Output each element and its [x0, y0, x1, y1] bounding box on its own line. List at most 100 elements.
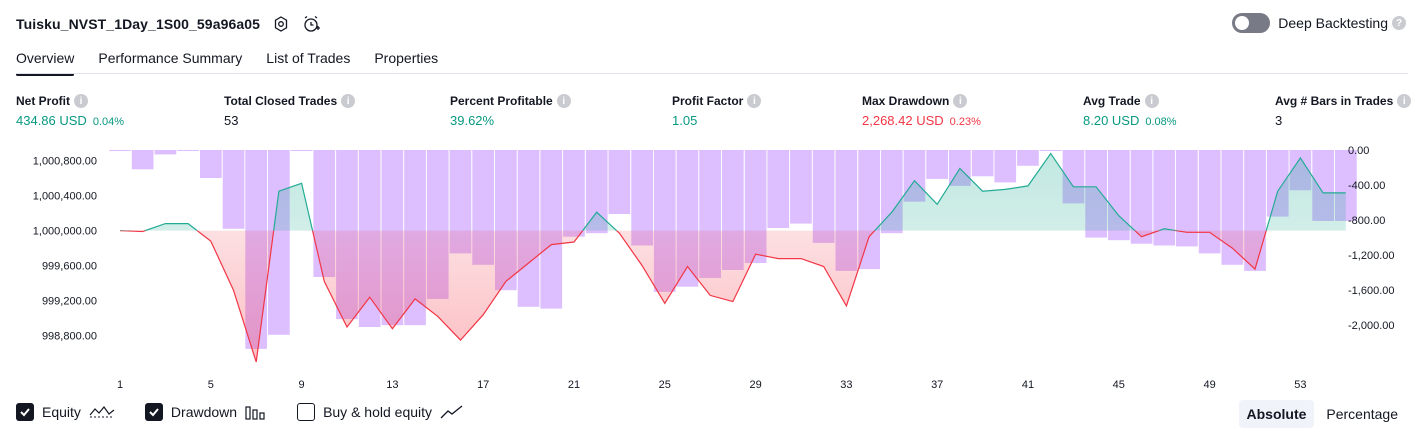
- right-axis: 0.00 -400.00 -800.00 -1,200.00 -1,600.00 -2,0…: [1348, 145, 1394, 332]
- legend-equity[interactable]: Equity: [16, 403, 115, 421]
- metric-label: Avg # Bars in Trades: [1275, 94, 1394, 108]
- settings-gear-icon[interactable]: [272, 15, 290, 33]
- equity-checkbox[interactable]: [16, 403, 34, 421]
- absolute-button[interactable]: Absolute: [1238, 400, 1315, 428]
- metric-max-drawdown: Max Drawdown i 2,268.42 USD 0.23%: [862, 93, 981, 129]
- legend-label: Drawdown: [170, 404, 238, 420]
- drawdown-bar: [971, 150, 994, 177]
- right-axis-tick-label: -800.00: [1348, 215, 1385, 227]
- left-axis-tick-label: 998,800.00: [42, 331, 97, 343]
- drawdown-bar: [200, 150, 222, 178]
- x-axis-tick-label: 1: [117, 379, 123, 391]
- info-icon[interactable]: i: [341, 94, 356, 108]
- metric-value: 53: [224, 113, 239, 128]
- drawdown-bar: [131, 150, 154, 170]
- percentage-button[interactable]: Percentage: [1326, 406, 1398, 422]
- tab-properties[interactable]: Properties: [374, 50, 439, 66]
- tab-overview[interactable]: Overview: [16, 44, 75, 76]
- equity-line-negative: [119, 230, 1267, 363]
- metric-label: Net Profit: [16, 94, 70, 108]
- drawdown-bar: [109, 150, 131, 151]
- left-axis-tick-label: 1,000,400.00: [33, 191, 97, 203]
- x-axis-tick-label: 29: [749, 379, 761, 391]
- right-axis-tick-label: -400.00: [1348, 180, 1385, 192]
- metric-percent: 0.04%: [92, 116, 125, 128]
- equity-line: [119, 152, 1346, 363]
- metric-label: Total Closed Trades: [224, 94, 338, 108]
- legend-label: Buy & hold equity: [323, 404, 433, 420]
- drawdown-bar: [812, 150, 835, 243]
- metric-label: Max Drawdown: [862, 94, 950, 108]
- drawdown-bar: [1176, 150, 1198, 247]
- drawdown-bar: [1017, 150, 1039, 166]
- drawdown-bar: [563, 150, 585, 237]
- metric-profit-factor: Profit Factor i 1.05: [672, 93, 762, 129]
- info-icon[interactable]: i: [556, 94, 571, 108]
- right-axis-tick-label: 0.00: [1348, 145, 1369, 157]
- alarm-add-icon[interactable]: [302, 15, 321, 33]
- help-icon[interactable]: ?: [1392, 16, 1406, 30]
- left-axis: 998,800.00 999,200.00 999,600.00 1,000,000.…: [33, 156, 97, 343]
- info-icon[interactable]: i: [1144, 94, 1159, 108]
- x-axis: 1 5 9 13 17 21 25 29 33 37 41 45 49 53: [117, 379, 1307, 391]
- metric-value: 39.62%: [450, 113, 495, 128]
- x-axis-tick-label: 21: [568, 379, 580, 391]
- chart-legend: Equity Drawdown Buy & hold equity: [16, 403, 494, 421]
- deep-backtesting-label: Deep Backtesting: [1278, 15, 1388, 31]
- drawdown-bar: [1198, 150, 1221, 254]
- info-icon[interactable]: i: [1397, 94, 1412, 108]
- info-icon[interactable]: i: [74, 94, 88, 108]
- right-axis-tick-label: -2,000.00: [1348, 320, 1394, 332]
- equity-area: [120, 153, 1346, 362]
- metric-percent-profitable: Percent Profitable i 39.62%: [450, 93, 571, 129]
- metric-total-closed-trades: Total Closed Trades i 53: [224, 93, 356, 129]
- metric-label: Profit Factor: [672, 94, 744, 108]
- buy-hold-checkbox[interactable]: [297, 403, 316, 421]
- tab-bar: Overview Performance Summary List of Tra…: [16, 44, 462, 76]
- x-axis-tick-label: 53: [1294, 379, 1306, 391]
- drawdown-bar: [1153, 150, 1176, 246]
- equity-drawdown-chart[interactable]: 998,800.00 999,200.00 999,600.00 1,000,000.…: [0, 140, 1424, 395]
- drawdown-checkbox[interactable]: [144, 403, 163, 421]
- left-axis-tick-label: 999,200.00: [42, 296, 97, 308]
- trend-line-icon: [440, 404, 464, 420]
- metric-percent: 0.23%: [949, 116, 981, 128]
- drawdown-bars-icon: [245, 404, 267, 420]
- drawdown-bar: [1039, 150, 1062, 151]
- drawdown-bar: [154, 150, 177, 155]
- metric-value: 8.20 USD: [1083, 113, 1140, 128]
- legend-drawdown[interactable]: Drawdown: [144, 403, 267, 421]
- metric-avg-trade: Avg Trade i 8.20 USD 0.08%: [1083, 93, 1177, 129]
- info-icon[interactable]: i: [953, 94, 968, 108]
- metric-label: Percent Profitable: [450, 94, 553, 108]
- tab-performance-summary[interactable]: Performance Summary: [98, 50, 243, 66]
- drawdown-bar: [790, 150, 812, 224]
- x-axis-tick-label: 49: [1203, 379, 1215, 391]
- right-axis-tick-label: -1,600.00: [1348, 285, 1394, 297]
- equity-area-positive: [145, 153, 1346, 231]
- legend-buy-hold[interactable]: Buy & hold equity: [297, 403, 464, 421]
- metric-avg-bars: Avg # Bars in Trades i 3: [1275, 93, 1412, 129]
- right-axis-tick-label: -1,200.00: [1348, 250, 1394, 262]
- equity-line-icon: [89, 404, 115, 420]
- x-axis-tick-label: 45: [1113, 379, 1125, 391]
- x-axis-tick-label: 13: [386, 379, 398, 391]
- metric-value: 3: [1275, 113, 1283, 128]
- x-axis-tick-label: 33: [840, 379, 852, 391]
- left-axis-tick-label: 999,600.00: [42, 261, 97, 273]
- drawdown-bar: [517, 150, 540, 307]
- drawdown-bar: [767, 150, 790, 228]
- x-axis-tick-label: 37: [931, 379, 943, 391]
- left-axis-tick-label: 1,000,000.00: [33, 226, 97, 238]
- x-axis-tick-label: 5: [208, 379, 214, 391]
- info-icon[interactable]: i: [747, 94, 762, 108]
- deep-backtesting-toggle[interactable]: [1232, 13, 1271, 33]
- equity-area-negative: [120, 230, 1346, 362]
- metric-percent: 0.08%: [1145, 116, 1177, 128]
- tab-list-of-trades[interactable]: List of Trades: [266, 50, 351, 66]
- x-axis-tick-label: 9: [299, 379, 305, 391]
- drawdown-bar: [1130, 150, 1153, 244]
- metric-net-profit: Net Profit i 434.86 USD 0.04%: [16, 93, 124, 129]
- drawdown-bar: [540, 150, 563, 309]
- metric-label: Avg Trade: [1083, 94, 1141, 108]
